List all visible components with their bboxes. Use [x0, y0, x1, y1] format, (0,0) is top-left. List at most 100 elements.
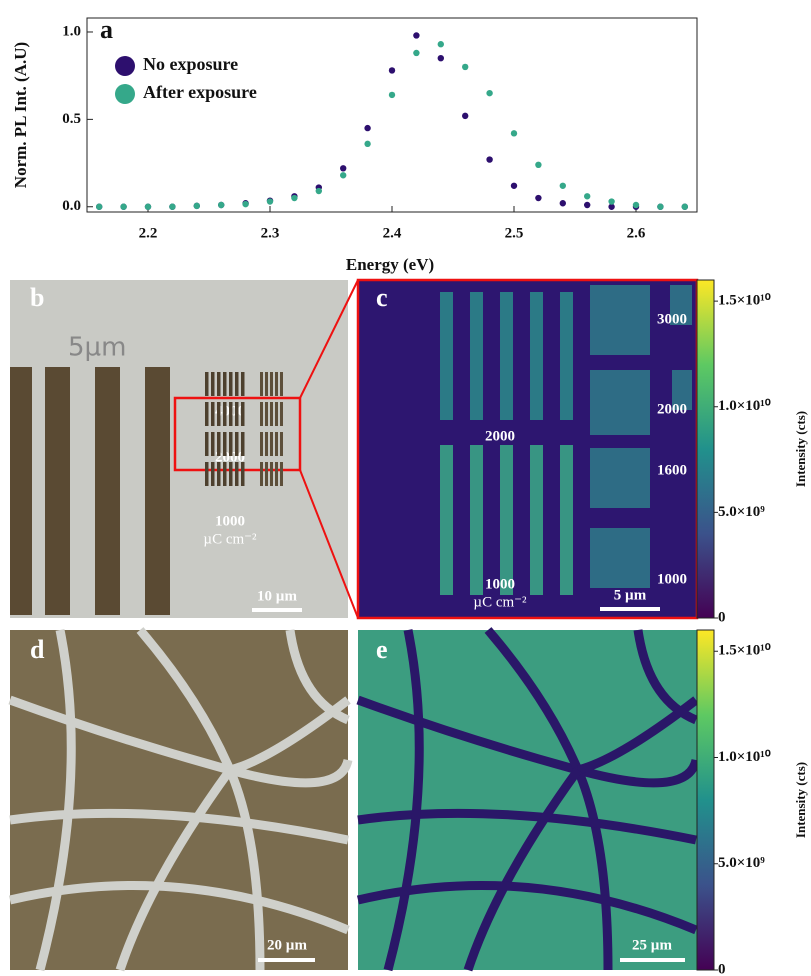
- stripe: [440, 445, 453, 595]
- stripe: [275, 462, 278, 486]
- stripe: [229, 462, 233, 486]
- x-tick-label: 2.4: [383, 225, 402, 241]
- colorbar-tick-label: 5.0×10⁹: [718, 504, 765, 520]
- colorbar: [697, 280, 714, 618]
- dose-label: 2000: [657, 401, 687, 417]
- colorbar-label: Intensity (cts): [793, 411, 808, 487]
- data-point: [608, 198, 614, 204]
- stripe: [211, 402, 215, 426]
- stripe: [211, 462, 215, 486]
- data-point: [96, 204, 102, 210]
- data-point: [413, 32, 419, 38]
- stripe: [280, 372, 283, 396]
- stripe: [440, 292, 453, 420]
- stripe: [95, 367, 120, 615]
- stripe: [205, 432, 209, 456]
- stripe: [235, 402, 239, 426]
- data-point: [242, 201, 248, 207]
- panel-label: a: [100, 15, 113, 44]
- stripe: [223, 372, 227, 396]
- stripe: [229, 372, 233, 396]
- data-point: [511, 183, 517, 189]
- stripe: [270, 462, 273, 486]
- stripe: [590, 285, 650, 355]
- stripe: [223, 462, 227, 486]
- stripe: [590, 370, 650, 435]
- stripe: [560, 292, 573, 420]
- scale-label: 5 µm: [614, 587, 647, 603]
- legend-marker: [115, 84, 135, 104]
- figure: a Energy (eV) Norm. PL Int. (A.U) 5µm b …: [0, 0, 811, 976]
- stripe: [211, 372, 215, 396]
- scale-label: 20 µm: [267, 937, 307, 953]
- stripe: [217, 462, 221, 486]
- stripe: [270, 432, 273, 456]
- stripe: [275, 372, 278, 396]
- data-point: [657, 204, 663, 210]
- legend-marker: [115, 56, 135, 76]
- stripe: [275, 402, 278, 426]
- data-point: [267, 198, 273, 204]
- y-tick-label: 1.0: [62, 23, 81, 39]
- data-point: [438, 41, 444, 47]
- data-point: [120, 204, 126, 210]
- dose-label: 1600: [657, 462, 687, 478]
- data-point: [633, 202, 639, 208]
- x-tick-label: 2.3: [261, 225, 280, 241]
- panel-label: b: [30, 283, 44, 312]
- data-point: [340, 172, 346, 178]
- stripe: [270, 372, 273, 396]
- colorbar: [697, 630, 714, 970]
- colorbar-tick-label: 1.5×10¹⁰: [718, 293, 771, 309]
- scale-label: 25 µm: [632, 937, 672, 953]
- sample-text: 5µm: [68, 333, 126, 363]
- data-point: [389, 67, 395, 73]
- data-point: [145, 204, 151, 210]
- stripe: [205, 402, 209, 426]
- data-point: [218, 202, 224, 208]
- x-tick-label: 2.2: [139, 225, 158, 241]
- data-point: [438, 55, 444, 61]
- stripe: [45, 367, 70, 615]
- stripe: [223, 432, 227, 456]
- unit-label: µC cm⁻²: [473, 594, 527, 610]
- dose-label: 2000: [485, 428, 515, 444]
- stripe: [265, 402, 268, 426]
- stripe: [265, 432, 268, 456]
- stripe: [260, 462, 263, 486]
- stripe: [217, 432, 221, 456]
- stripe: [275, 432, 278, 456]
- colorbar-tick-label: 1.0×10¹⁰: [718, 749, 771, 765]
- data-point: [535, 195, 541, 201]
- stripe: [260, 432, 263, 456]
- data-point: [462, 113, 468, 119]
- dose-label: 1000: [657, 571, 687, 587]
- colorbar-tick-label: 1.0×10¹⁰: [718, 398, 771, 414]
- data-point: [560, 183, 566, 189]
- stripe: [470, 292, 483, 420]
- data-point: [682, 204, 688, 210]
- data-point: [511, 130, 517, 136]
- x-tick-label: 2.6: [627, 225, 646, 241]
- stripe: [280, 462, 283, 486]
- data-point: [560, 200, 566, 206]
- dose-label: 1000: [485, 576, 515, 592]
- panel-label: c: [376, 283, 388, 312]
- panel-label: d: [30, 635, 45, 664]
- dose-label: 3000: [657, 311, 687, 327]
- stripe: [470, 445, 483, 595]
- x-axis-label: Energy (eV): [346, 255, 434, 274]
- stripe: [530, 292, 543, 420]
- stripe: [223, 402, 227, 426]
- stripe: [10, 367, 32, 615]
- stripe: [241, 402, 245, 426]
- data-point: [291, 195, 297, 201]
- stripe: [241, 462, 245, 486]
- data-point: [389, 92, 395, 98]
- unit-label: µC cm⁻²: [203, 531, 257, 547]
- y-tick-label: 0.5: [62, 111, 81, 127]
- colorbar-tick-label: 0: [718, 961, 726, 976]
- legend-label: After exposure: [143, 82, 257, 102]
- stripe: [235, 432, 239, 456]
- colorbar-label: Intensity (cts): [793, 762, 808, 838]
